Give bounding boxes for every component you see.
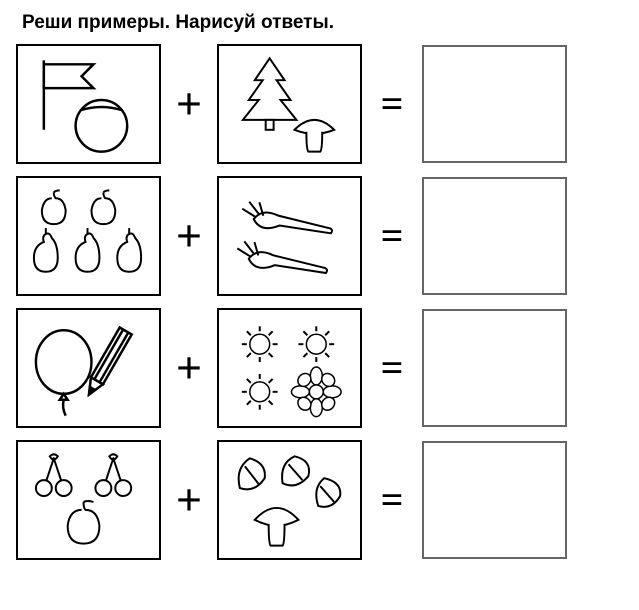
problem-row: + = — [16, 440, 623, 560]
flag-ball-icon — [24, 52, 153, 157]
problem-row: + = — [16, 44, 623, 164]
apples-pears-icon — [24, 184, 153, 289]
operand-right-cell — [217, 44, 362, 164]
operand-right-cell — [217, 440, 362, 560]
plus-operator: + — [169, 213, 209, 259]
operand-right-cell — [217, 308, 362, 428]
problem-row: + = — [16, 176, 623, 296]
operand-left-cell — [16, 176, 161, 296]
balloon-pencil-icon — [24, 316, 153, 421]
equals-operator: = — [370, 84, 410, 124]
answer-cell[interactable] — [422, 177, 567, 295]
equals-operator: = — [370, 348, 410, 388]
plus-operator: + — [169, 477, 209, 523]
operand-left-cell — [16, 44, 161, 164]
answer-cell[interactable] — [422, 441, 567, 559]
operand-right-cell — [217, 176, 362, 296]
problem-row: + — [16, 308, 623, 428]
equals-operator: = — [370, 480, 410, 520]
suns-flower-icon — [225, 316, 354, 421]
worksheet-title: Реши примеры. Нарисуй ответы. — [22, 12, 623, 34]
cherries-apple-icon — [24, 448, 153, 553]
answer-cell[interactable] — [422, 45, 567, 163]
leaves-mushroom-icon — [225, 448, 354, 553]
operand-left-cell — [16, 308, 161, 428]
answer-cell[interactable] — [422, 309, 567, 427]
equals-operator: = — [370, 216, 410, 256]
plus-operator: + — [169, 345, 209, 391]
operand-left-cell — [16, 440, 161, 560]
carrots-icon — [225, 184, 354, 289]
tree-mushroom-icon — [225, 52, 354, 157]
plus-operator: + — [169, 81, 209, 127]
